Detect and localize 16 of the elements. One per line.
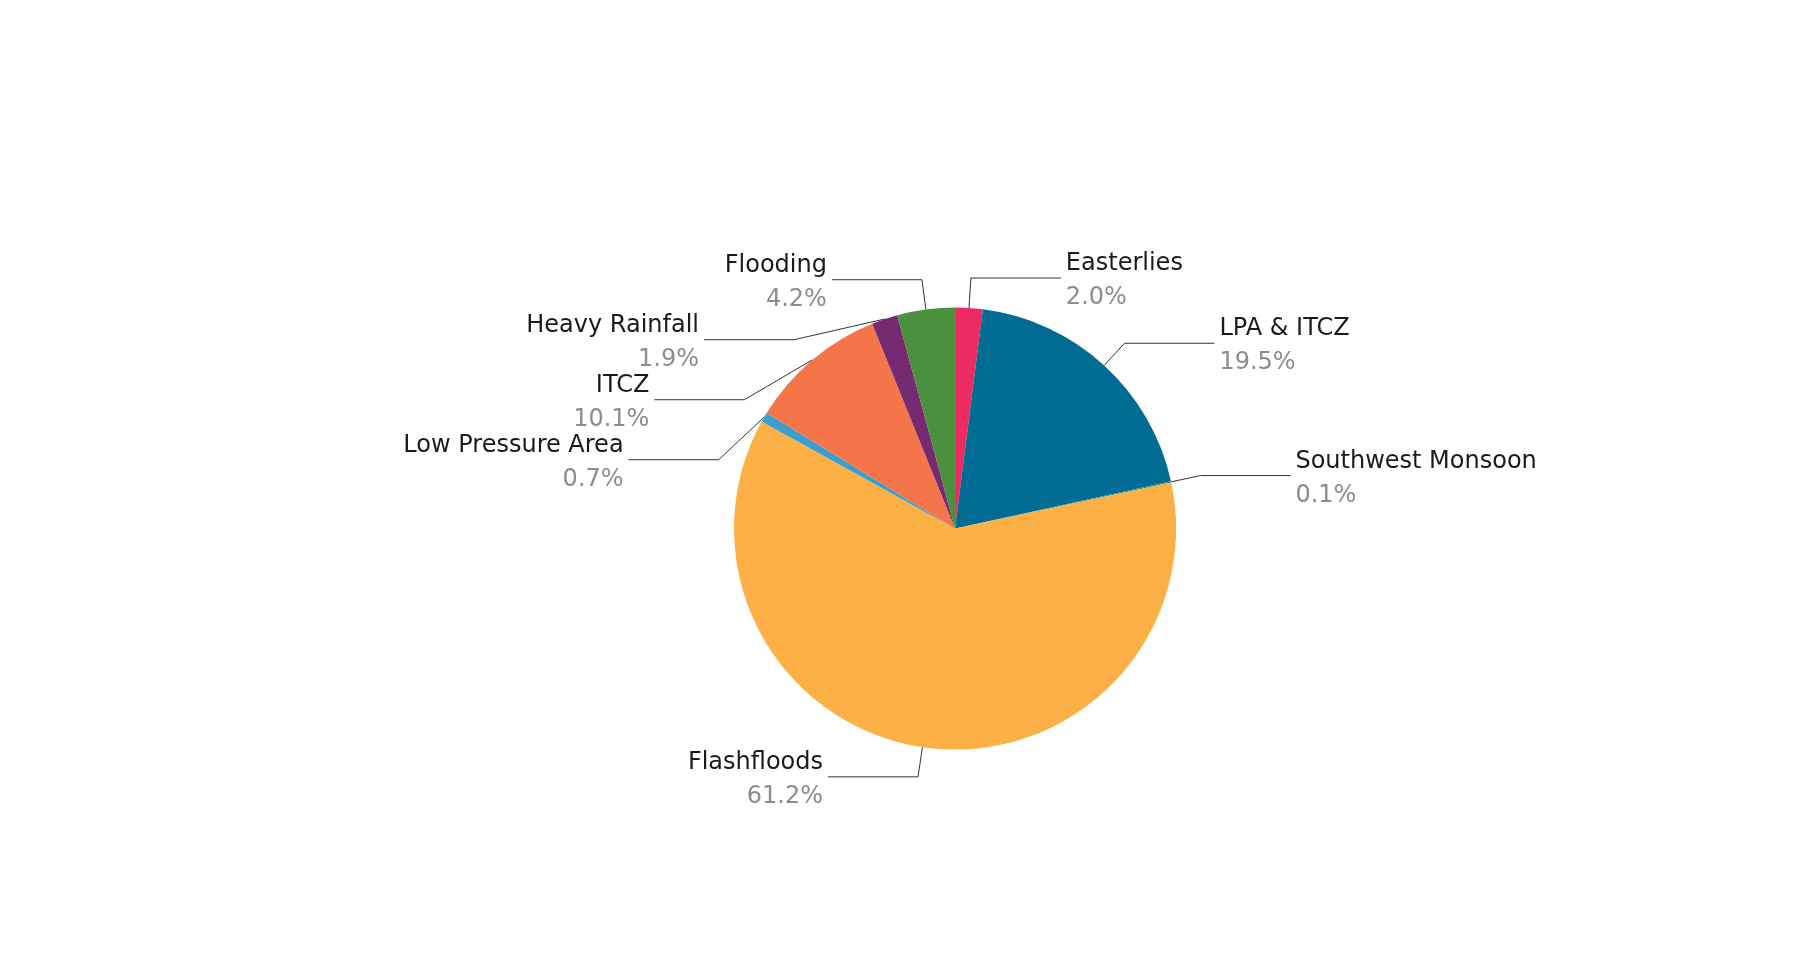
slice-label: Flooding [724,249,827,278]
slice-label: Low Pressure Area [403,429,624,458]
slice-label: Easterlies [1065,248,1183,277]
data-label: 19.5% [1219,347,1296,376]
slice-label: Heavy Rainfall [526,309,700,338]
slice-label: ITCZ [595,369,650,398]
data-label: 1.9% [638,343,700,372]
data-label: 10.1% [573,403,650,432]
data-label: 4.2% [765,283,827,312]
slice-label: LPA & ITCZ [1219,313,1350,342]
data-label: 2.0% [1065,282,1127,311]
data-label: 61.2% [746,780,824,809]
data-label: 0.7% [562,463,624,492]
slice-label: Flashfloods [687,746,824,775]
data-label: 0.1% [1295,479,1357,508]
slice-label: Southwest Monsoon [1295,445,1537,474]
